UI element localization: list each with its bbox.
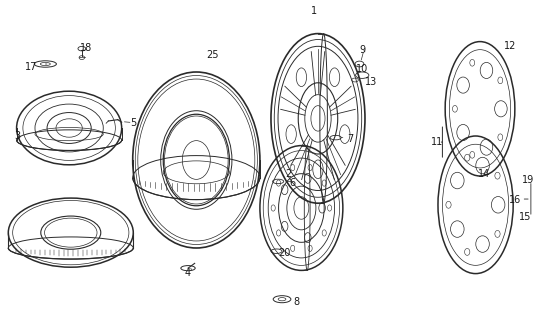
Text: 14: 14 (478, 169, 490, 180)
Text: 5: 5 (130, 117, 136, 128)
Text: 10: 10 (356, 64, 368, 75)
Text: 12: 12 (504, 41, 517, 52)
Text: 18: 18 (80, 43, 92, 53)
Text: 19: 19 (521, 175, 534, 185)
Text: 13: 13 (365, 76, 377, 87)
Text: 16: 16 (509, 195, 521, 205)
Text: 1: 1 (310, 6, 317, 16)
Text: 3: 3 (14, 131, 20, 141)
Text: 2: 2 (285, 169, 291, 180)
Text: 9: 9 (359, 45, 366, 55)
Text: 11: 11 (431, 137, 444, 148)
Text: 6: 6 (289, 178, 295, 188)
Text: 25: 25 (206, 50, 219, 60)
Text: 15: 15 (519, 212, 531, 222)
Text: 8: 8 (293, 297, 299, 308)
Text: 20: 20 (278, 248, 290, 258)
Text: 4: 4 (185, 268, 191, 278)
Text: 7: 7 (347, 133, 353, 144)
Text: 17: 17 (25, 61, 37, 72)
